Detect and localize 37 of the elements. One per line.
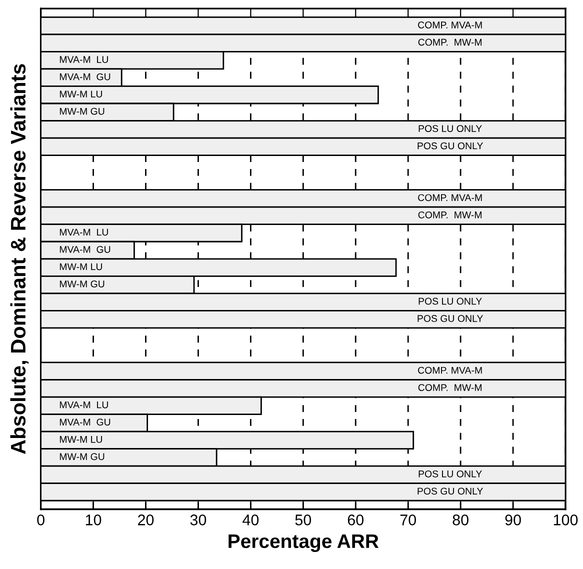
- x-tick-label: 80: [452, 514, 468, 526]
- y-tick-label: MW-M GU: [60, 453, 104, 460]
- x-tick-label: 40: [242, 514, 259, 526]
- y-tick-label: COMP. MW-M: [418, 38, 482, 46]
- x-tick-label: 100: [554, 514, 578, 526]
- y-tick-label: MW-M GU: [60, 108, 104, 115]
- y-tick-label: POS LU ONLY: [418, 298, 482, 305]
- y-tick-label: MW-M LU: [60, 436, 102, 443]
- y-tick-label: MVA-M GU: [60, 246, 110, 253]
- y-tick-label: MW-M LU: [60, 90, 102, 98]
- y-tick-label: COMP. MVA-M: [418, 366, 482, 374]
- y-tick-label: MW-M LU: [60, 263, 102, 270]
- x-tick-label: 60: [348, 514, 364, 526]
- x-tick-label: 0: [37, 514, 44, 526]
- y-tick-label: COMP. MW-M: [418, 211, 482, 218]
- y-tick-label: MVA-M GU: [60, 73, 110, 80]
- y-tick-label: COMP. MW-M: [418, 384, 482, 391]
- y-tick-label: POS GU ONLY: [418, 488, 483, 495]
- y-tick-label: POS GU ONLY: [418, 315, 483, 322]
- y-tick-label: MVA-M LU: [60, 228, 108, 236]
- y-tick-label: POS LU ONLY: [418, 470, 482, 478]
- x-tick-label: 10: [86, 514, 102, 526]
- y-axis-title: Absolute, Dominant & Reverse Variants: [10, 64, 29, 454]
- x-tick-label: 20: [138, 514, 154, 526]
- y-tick-label: POS LU ONLY: [418, 125, 482, 132]
- y-tick-label: POS GU ONLY: [418, 142, 483, 150]
- y-tick-label: MVA-M LU: [60, 56, 108, 63]
- x-tick-label: 30: [190, 514, 206, 526]
- x-tick-label: 90: [505, 514, 521, 526]
- x-axis-title: Percentage ARR: [228, 534, 379, 552]
- y-tick-label: MVA-M GU: [60, 418, 110, 426]
- y-tick-label: COMP. MVA-M: [418, 194, 482, 202]
- x-tick-label: 70: [400, 514, 416, 526]
- y-tick-label: MVA-M LU: [60, 401, 108, 408]
- x-tick-label: 50: [295, 514, 312, 526]
- y-tick-label: COMP. MVA-M: [418, 22, 482, 28]
- y-tick-label: MW-M GU: [60, 280, 104, 288]
